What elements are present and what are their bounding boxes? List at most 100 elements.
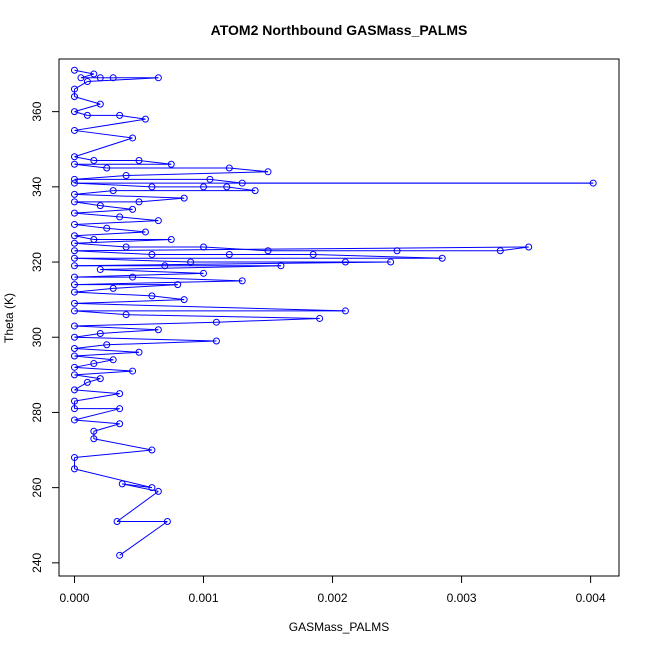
x-tick-label: 0.004 [576, 591, 606, 605]
series-segment [74, 449, 152, 459]
series-segment [74, 310, 127, 316]
series-segment [87, 378, 101, 383]
y-tick-label: 320 [30, 252, 44, 272]
series-segment [100, 265, 281, 271]
series-segment [74, 201, 101, 207]
data-point [148, 292, 156, 300]
series-segment [74, 96, 101, 105]
series-segment [74, 212, 120, 218]
series-segment [74, 220, 159, 225]
series-segment [74, 351, 140, 357]
data-point [129, 134, 137, 142]
data-point [180, 194, 188, 202]
x-tick-label: 0.002 [318, 591, 348, 605]
data-point [70, 307, 78, 315]
data-point [154, 326, 162, 334]
data-point [70, 299, 78, 307]
data-point [496, 247, 504, 255]
series-segment [100, 205, 133, 210]
series-segment [74, 299, 185, 304]
data-point [264, 168, 272, 176]
series-segment [93, 423, 120, 432]
data-point [70, 179, 78, 187]
y-tick-label: 340 [30, 177, 44, 197]
data-point [109, 356, 117, 364]
x-tick-label: 0.001 [189, 591, 219, 605]
data-point [70, 153, 78, 161]
data-point [70, 175, 78, 183]
data-point [148, 446, 156, 454]
data-point [129, 273, 137, 281]
series-segment [74, 366, 133, 372]
series-segment [74, 325, 159, 331]
series-segment [74, 250, 152, 256]
data-point [264, 247, 272, 255]
series-segment [226, 186, 256, 192]
series-segment [203, 246, 269, 252]
series-segment [74, 348, 140, 353]
series-segment [74, 355, 114, 361]
series-segment [93, 438, 152, 451]
data-point [70, 108, 78, 116]
data-point [163, 517, 171, 525]
data-point [161, 262, 169, 270]
series-segment [74, 175, 127, 180]
data-point [122, 172, 130, 180]
series-segment [74, 137, 133, 158]
series-segment [216, 317, 320, 323]
data-point [200, 269, 208, 277]
data-point [70, 126, 78, 134]
data-point [70, 239, 78, 247]
series-segment [74, 287, 114, 293]
data-point [103, 341, 111, 349]
data-point [70, 190, 78, 198]
data-point [309, 251, 317, 259]
data-point [70, 322, 78, 330]
data-point [122, 243, 130, 251]
data-point [70, 352, 78, 360]
series-segment [113, 284, 178, 289]
series-segment [74, 370, 133, 376]
data-point [70, 281, 78, 289]
y-axis: 240 260 280 300 320 340 360 [30, 101, 60, 573]
data-point [129, 205, 137, 213]
series-segment [74, 408, 120, 421]
data-point [525, 243, 533, 251]
data-point [148, 183, 156, 191]
data-point [154, 74, 162, 82]
series-segment [151, 295, 185, 301]
data-point [116, 213, 124, 221]
series-segment [74, 231, 146, 237]
data-point [174, 281, 182, 289]
data-point [387, 258, 395, 266]
data-point [129, 367, 137, 375]
data-point [70, 273, 78, 281]
data-point [90, 360, 98, 368]
data-point [116, 420, 124, 428]
data-point [83, 111, 91, 119]
data-point [96, 74, 104, 82]
data-point [148, 251, 156, 259]
data-point [109, 74, 117, 82]
data-point [70, 209, 78, 217]
data-point [70, 247, 78, 255]
data-point [103, 224, 111, 232]
data-point [148, 484, 156, 492]
series-segment [126, 171, 269, 177]
data-point [70, 386, 78, 394]
data-point [90, 435, 98, 443]
y-tick-label: 280 [30, 402, 44, 422]
data-point [238, 277, 246, 285]
series-segment [119, 216, 159, 222]
data-point [154, 487, 162, 495]
data-point [109, 187, 117, 195]
series-segment [106, 227, 146, 233]
series-segment [74, 81, 88, 90]
data-point [167, 160, 175, 168]
series-segment [119, 521, 168, 556]
series-segment [74, 242, 127, 248]
series-segment [126, 314, 320, 319]
data-point [135, 157, 143, 165]
series-segment [100, 329, 159, 334]
series-segment [74, 257, 191, 263]
